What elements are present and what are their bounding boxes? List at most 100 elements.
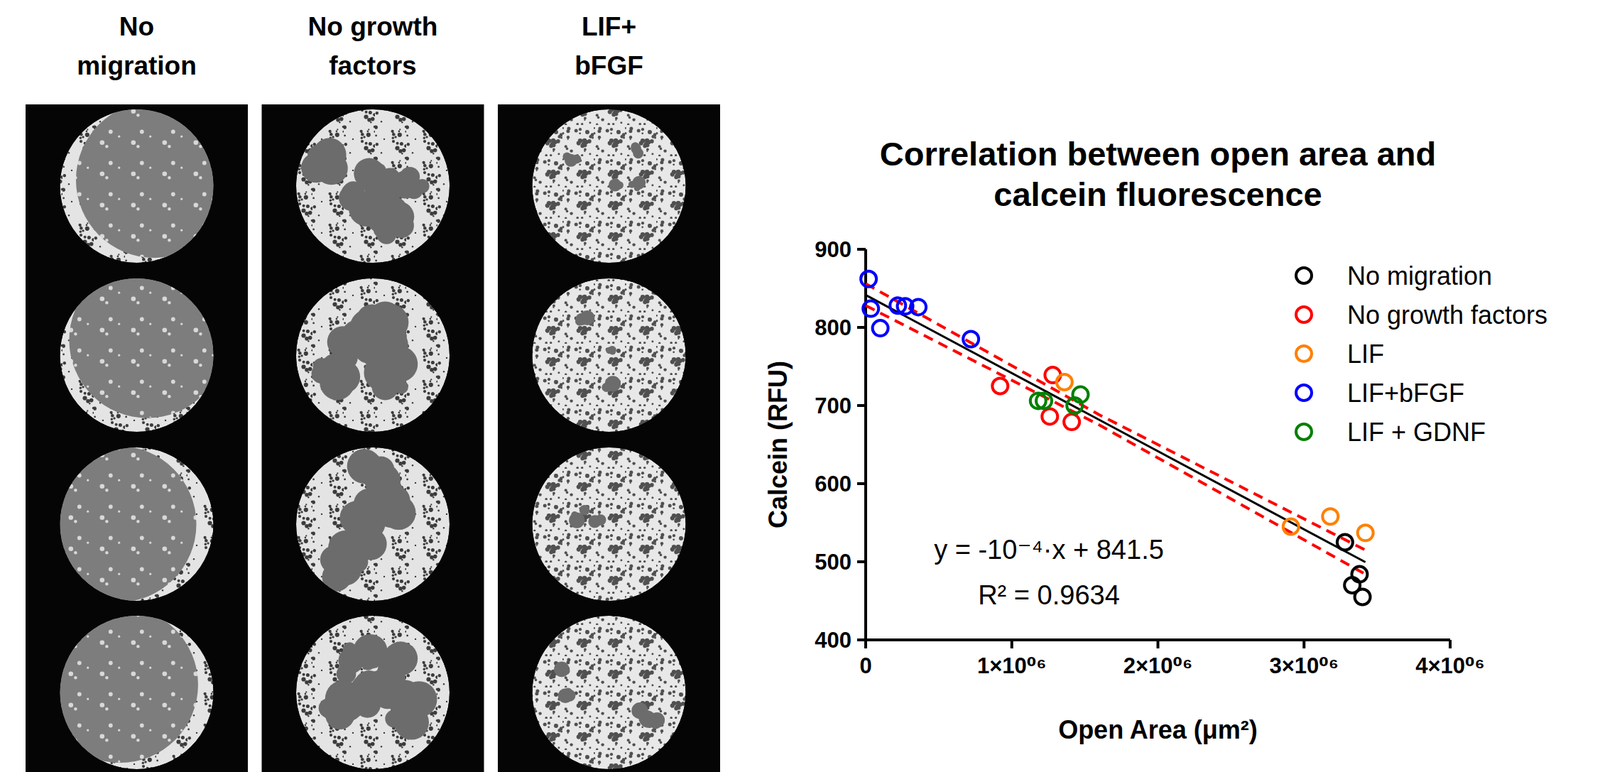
annotation: R² = 0.9634 — [977, 580, 1120, 611]
empty-membrane — [41, 606, 199, 763]
well-image — [532, 109, 687, 263]
y-axis — [864, 249, 868, 642]
open-area — [564, 154, 578, 167]
y-tick-label: 500 — [814, 549, 852, 575]
data-point — [1036, 392, 1052, 409]
y-tick — [857, 482, 866, 486]
cell-layer — [296, 615, 450, 770]
open-area — [346, 551, 368, 573]
data-point — [1354, 589, 1371, 606]
cell-layer — [532, 278, 687, 432]
open-area — [579, 310, 595, 326]
open-area — [590, 514, 601, 525]
data-point — [1041, 408, 1058, 424]
plot-area — [860, 271, 1374, 606]
panel-title: No growth factors — [308, 12, 439, 81]
open-area — [588, 514, 601, 528]
panel-title-line: No — [119, 12, 155, 42]
data-point — [962, 331, 979, 348]
legend-label: No migration — [1347, 261, 1493, 291]
well-image — [532, 278, 687, 432]
legend-marker — [1296, 345, 1312, 362]
x-tick — [1448, 639, 1452, 649]
y-tick — [857, 325, 866, 329]
y-tick-label: 700 — [814, 393, 852, 419]
open-area — [400, 681, 437, 718]
legend-label: No growth factors — [1347, 300, 1548, 330]
y-tick — [857, 247, 866, 251]
well-image — [60, 262, 226, 432]
open-area — [558, 688, 574, 704]
open-area — [364, 181, 397, 214]
panel-title: LIF+ bFGF — [574, 12, 644, 81]
legend-marker — [1296, 423, 1312, 440]
x-tick-label: 0 — [859, 653, 872, 679]
data-point — [1322, 508, 1338, 525]
x-tick-label: 2×10⁰⁶ — [1123, 653, 1194, 679]
cell-layer — [532, 447, 687, 601]
open-area — [321, 700, 341, 721]
image-panel — [262, 104, 485, 772]
confidence-band — [865, 305, 1366, 574]
well-image — [296, 447, 450, 601]
panel-title-line: LIF+ — [581, 12, 637, 42]
panel-title-line: bFGF — [574, 51, 644, 81]
data-point — [910, 298, 927, 315]
well-image — [296, 615, 450, 770]
open-area — [342, 651, 363, 673]
open-area — [553, 661, 570, 678]
y-axis-title: Calcein (RFU) — [763, 360, 793, 529]
cell-layer — [296, 447, 450, 601]
data-point — [1056, 374, 1073, 390]
panel-title-line: factors — [328, 51, 417, 81]
legend-label: LIF — [1347, 339, 1385, 369]
open-area — [313, 367, 329, 382]
well-image — [532, 615, 687, 770]
data-point — [992, 378, 1008, 395]
legend-marker — [1296, 384, 1312, 401]
data-point — [872, 320, 889, 336]
panel-title-line: migration — [76, 51, 197, 81]
well-image — [41, 606, 214, 770]
chart-title-line: calcein fluorescence — [993, 175, 1322, 214]
y-tick-label: 400 — [814, 627, 852, 653]
legend-label: LIF + GDNF — [1347, 417, 1486, 447]
open-area — [363, 354, 401, 392]
data-point — [1283, 519, 1299, 535]
x-tick — [1156, 639, 1160, 649]
well-image — [40, 445, 214, 603]
cell-layer — [296, 278, 450, 432]
data-point — [1337, 534, 1353, 551]
empty-membrane — [68, 262, 226, 419]
open-area — [399, 166, 420, 187]
open-area — [638, 710, 655, 726]
empty-membrane — [75, 101, 233, 258]
legend-marker — [1296, 267, 1312, 284]
empty-membrane — [40, 445, 197, 603]
open-area — [634, 184, 641, 192]
data-point — [1066, 397, 1083, 414]
confidence-band — [865, 283, 1366, 550]
data-point — [1063, 414, 1080, 430]
legend-marker — [1296, 306, 1312, 323]
open-area — [369, 314, 400, 345]
panel-title-line: No growth — [308, 12, 439, 42]
open-area — [372, 679, 402, 709]
x-tick-label: 3×10⁰⁶ — [1269, 653, 1339, 679]
open-area — [347, 448, 383, 484]
x-tick-label: 1×10⁰⁶ — [977, 653, 1047, 679]
well-image — [296, 278, 450, 432]
y-tick-label: 800 — [814, 315, 852, 341]
data-point — [862, 301, 879, 317]
open-area — [605, 375, 621, 392]
image-panel — [497, 104, 721, 772]
x-tick — [864, 639, 868, 649]
data-point — [1357, 524, 1374, 541]
chart-title: Correlation between open area andcalcein… — [879, 134, 1437, 214]
open-area — [615, 181, 624, 189]
annotation: y = -10⁻⁴·x + 841.5 — [933, 534, 1164, 565]
figure: No migration No growth factors LIF+ bFGF Corre… — [0, 0, 1600, 772]
open-area — [570, 511, 579, 519]
panel-title: No migration — [76, 12, 197, 81]
y-tick — [857, 404, 866, 407]
